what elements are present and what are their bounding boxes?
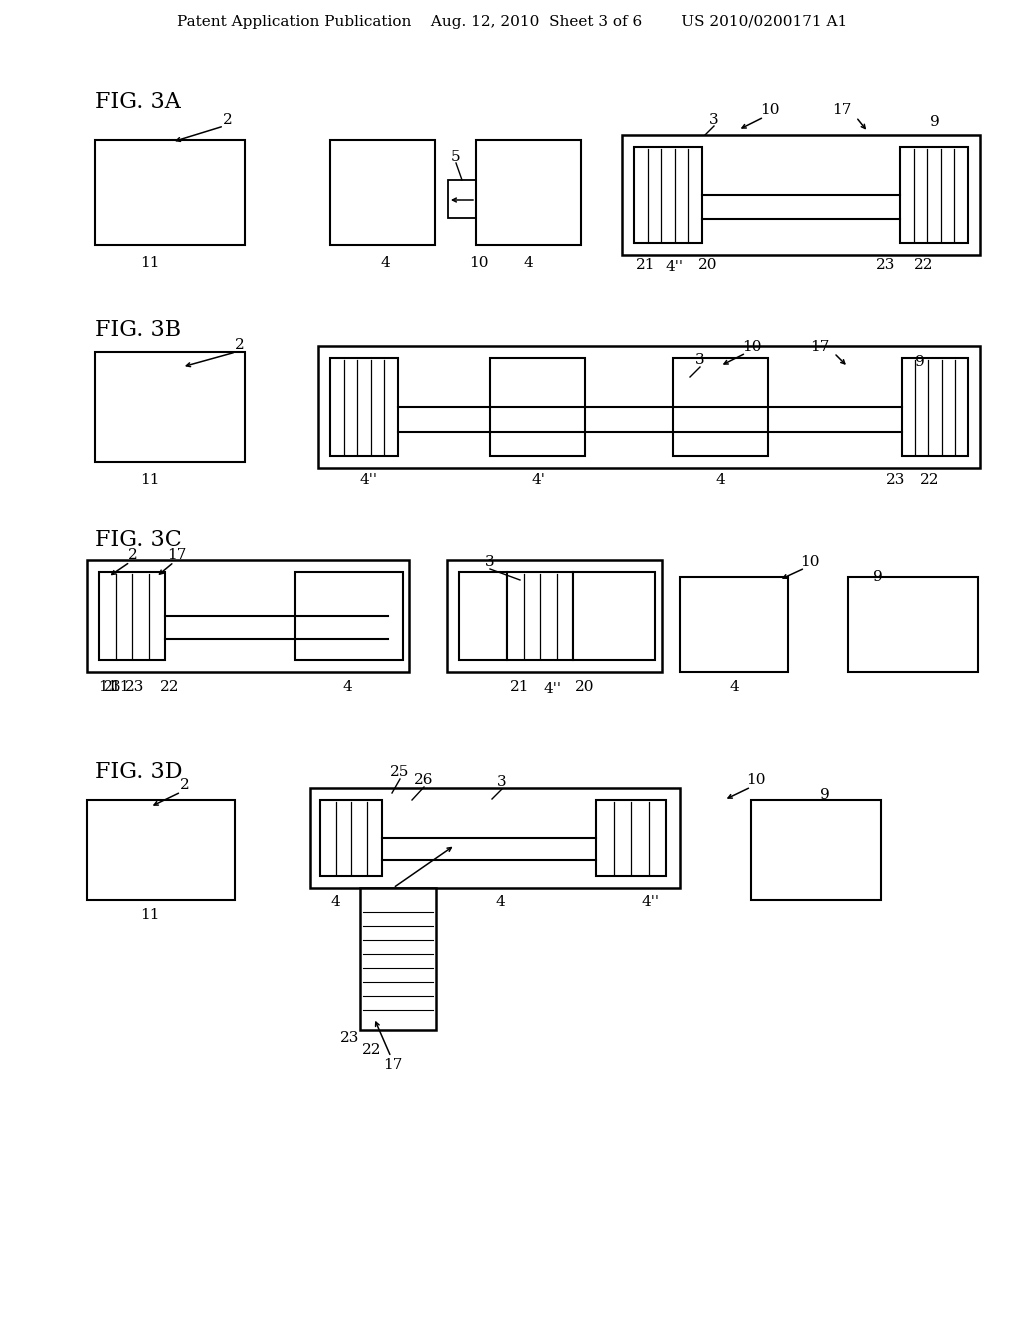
Text: 11: 11 bbox=[140, 473, 160, 487]
Text: 23: 23 bbox=[887, 473, 905, 487]
Bar bbox=[751, 800, 881, 900]
Bar bbox=[87, 800, 234, 900]
Text: 21: 21 bbox=[510, 680, 529, 694]
Text: 11: 11 bbox=[111, 680, 130, 694]
Text: 23: 23 bbox=[125, 680, 144, 694]
Text: FIG. 3B: FIG. 3B bbox=[95, 319, 181, 341]
Text: Patent Application Publication    Aug. 12, 2010  Sheet 3 of 6        US 2010/020: Patent Application Publication Aug. 12, … bbox=[177, 15, 847, 29]
Bar bbox=[634, 147, 702, 243]
Text: 3: 3 bbox=[498, 775, 507, 789]
Text: 21: 21 bbox=[636, 257, 655, 272]
Bar bbox=[360, 888, 436, 1030]
Text: 3: 3 bbox=[695, 352, 705, 367]
Bar bbox=[95, 352, 245, 462]
Text: 4'': 4'' bbox=[666, 260, 684, 275]
Bar bbox=[596, 800, 666, 876]
Text: 23: 23 bbox=[877, 257, 896, 272]
Text: 17: 17 bbox=[383, 1059, 402, 1072]
Text: 9: 9 bbox=[930, 115, 940, 129]
Text: 20: 20 bbox=[698, 257, 718, 272]
Text: 2: 2 bbox=[128, 548, 138, 562]
Bar bbox=[900, 147, 968, 243]
Text: 11: 11 bbox=[140, 908, 160, 921]
Text: 5: 5 bbox=[452, 150, 461, 164]
Text: 10: 10 bbox=[800, 554, 820, 569]
Bar bbox=[319, 800, 382, 876]
Text: FIG. 3C: FIG. 3C bbox=[95, 529, 181, 550]
Bar bbox=[476, 140, 581, 246]
Bar bbox=[459, 572, 507, 660]
Bar bbox=[449, 180, 476, 218]
Bar bbox=[848, 577, 978, 672]
Bar bbox=[573, 572, 655, 660]
Text: 4: 4 bbox=[330, 895, 340, 909]
Text: 22: 22 bbox=[914, 257, 934, 272]
Text: 2: 2 bbox=[180, 777, 189, 792]
Text: 10: 10 bbox=[746, 774, 766, 787]
Bar bbox=[902, 358, 968, 455]
Bar bbox=[622, 135, 980, 255]
Text: 4'': 4'' bbox=[544, 682, 562, 696]
Text: 4: 4 bbox=[342, 680, 352, 694]
Bar bbox=[330, 358, 398, 455]
Text: 22: 22 bbox=[362, 1043, 382, 1057]
Text: 2: 2 bbox=[223, 114, 232, 127]
Text: 23: 23 bbox=[103, 680, 121, 694]
Text: 17: 17 bbox=[833, 103, 852, 117]
Text: 26: 26 bbox=[415, 774, 434, 787]
Text: 17: 17 bbox=[167, 548, 186, 562]
Text: 4: 4 bbox=[496, 895, 505, 909]
Text: 4: 4 bbox=[523, 256, 532, 271]
Bar bbox=[95, 140, 245, 246]
Bar bbox=[490, 358, 585, 455]
Text: 17: 17 bbox=[810, 341, 829, 354]
Text: 4: 4 bbox=[729, 680, 739, 694]
Text: 4'': 4'' bbox=[359, 473, 377, 487]
Text: 9: 9 bbox=[820, 788, 829, 803]
Bar bbox=[330, 140, 435, 246]
Text: FIG. 3A: FIG. 3A bbox=[95, 91, 181, 114]
Text: 9: 9 bbox=[915, 355, 925, 370]
Text: 20: 20 bbox=[575, 680, 595, 694]
Bar bbox=[99, 572, 165, 660]
Text: 4'': 4'' bbox=[641, 895, 659, 909]
Text: 3: 3 bbox=[485, 554, 495, 569]
Bar bbox=[295, 572, 403, 660]
Bar bbox=[87, 560, 409, 672]
Text: 4: 4 bbox=[380, 256, 390, 271]
Text: 3: 3 bbox=[710, 114, 719, 127]
Bar bbox=[507, 572, 573, 660]
Bar bbox=[310, 788, 680, 888]
Text: 11: 11 bbox=[140, 256, 160, 271]
Bar bbox=[318, 346, 980, 469]
Text: 23: 23 bbox=[340, 1031, 359, 1045]
Text: 4: 4 bbox=[715, 473, 725, 487]
Text: 10: 10 bbox=[469, 256, 488, 271]
Text: 10: 10 bbox=[742, 341, 762, 354]
Text: 25: 25 bbox=[390, 766, 410, 779]
Text: 2: 2 bbox=[236, 338, 245, 352]
Text: 22: 22 bbox=[160, 680, 180, 694]
Text: FIG. 3D: FIG. 3D bbox=[95, 762, 182, 783]
Text: 10: 10 bbox=[760, 103, 779, 117]
Text: 22: 22 bbox=[921, 473, 940, 487]
Bar bbox=[680, 577, 788, 672]
Text: 9: 9 bbox=[873, 570, 883, 583]
Bar bbox=[447, 560, 662, 672]
Bar bbox=[673, 358, 768, 455]
Text: 11: 11 bbox=[98, 680, 118, 694]
Text: 4': 4' bbox=[531, 473, 545, 487]
